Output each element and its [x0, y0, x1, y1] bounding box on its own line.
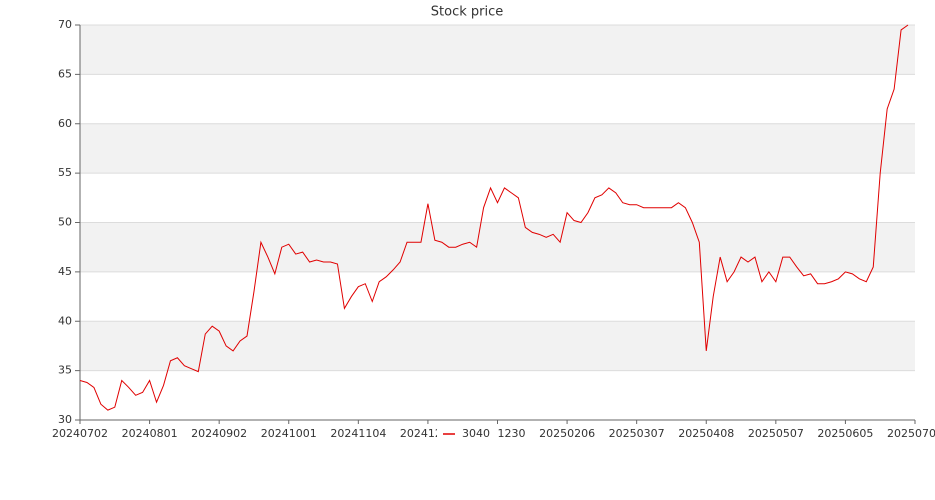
legend-label: 3040: [462, 427, 490, 440]
y-tick-label: 30: [58, 413, 72, 426]
y-tick-label: 40: [58, 314, 72, 327]
y-tick-label: 65: [58, 67, 72, 80]
x-tick-label: 20250605: [817, 427, 873, 440]
x-tick-label: 20241001: [261, 427, 317, 440]
grid-band: [80, 321, 915, 371]
x-tick-label: 20250206: [539, 427, 595, 440]
chart-title: Stock price: [431, 5, 503, 20]
y-tick-label: 70: [58, 18, 72, 31]
line-series: [79, 24, 909, 411]
y-tick-label: 45: [58, 265, 72, 278]
y-tick-label: 35: [58, 364, 72, 377]
x-tick-label: 20240902: [191, 427, 247, 440]
x-tick-label: 20250307: [609, 427, 665, 440]
y-tick-label: 50: [58, 216, 72, 229]
y-tick-label: 60: [58, 117, 72, 130]
legend: 3040: [437, 425, 497, 443]
x-tick-label: 20240702: [52, 427, 108, 440]
x-tick-label: 20240801: [122, 427, 178, 440]
legend-box: [437, 425, 497, 443]
grid-band: [80, 123, 915, 174]
x-tick-label: 20250704: [887, 427, 935, 440]
grid-band: [80, 222, 915, 272]
x-tick-label: 20250408: [678, 427, 734, 440]
y-tick-label: 55: [58, 166, 72, 179]
grid-band: [80, 25, 915, 75]
x-tick-label: 20250507: [748, 427, 804, 440]
x-tick-label: 20241104: [330, 427, 386, 440]
